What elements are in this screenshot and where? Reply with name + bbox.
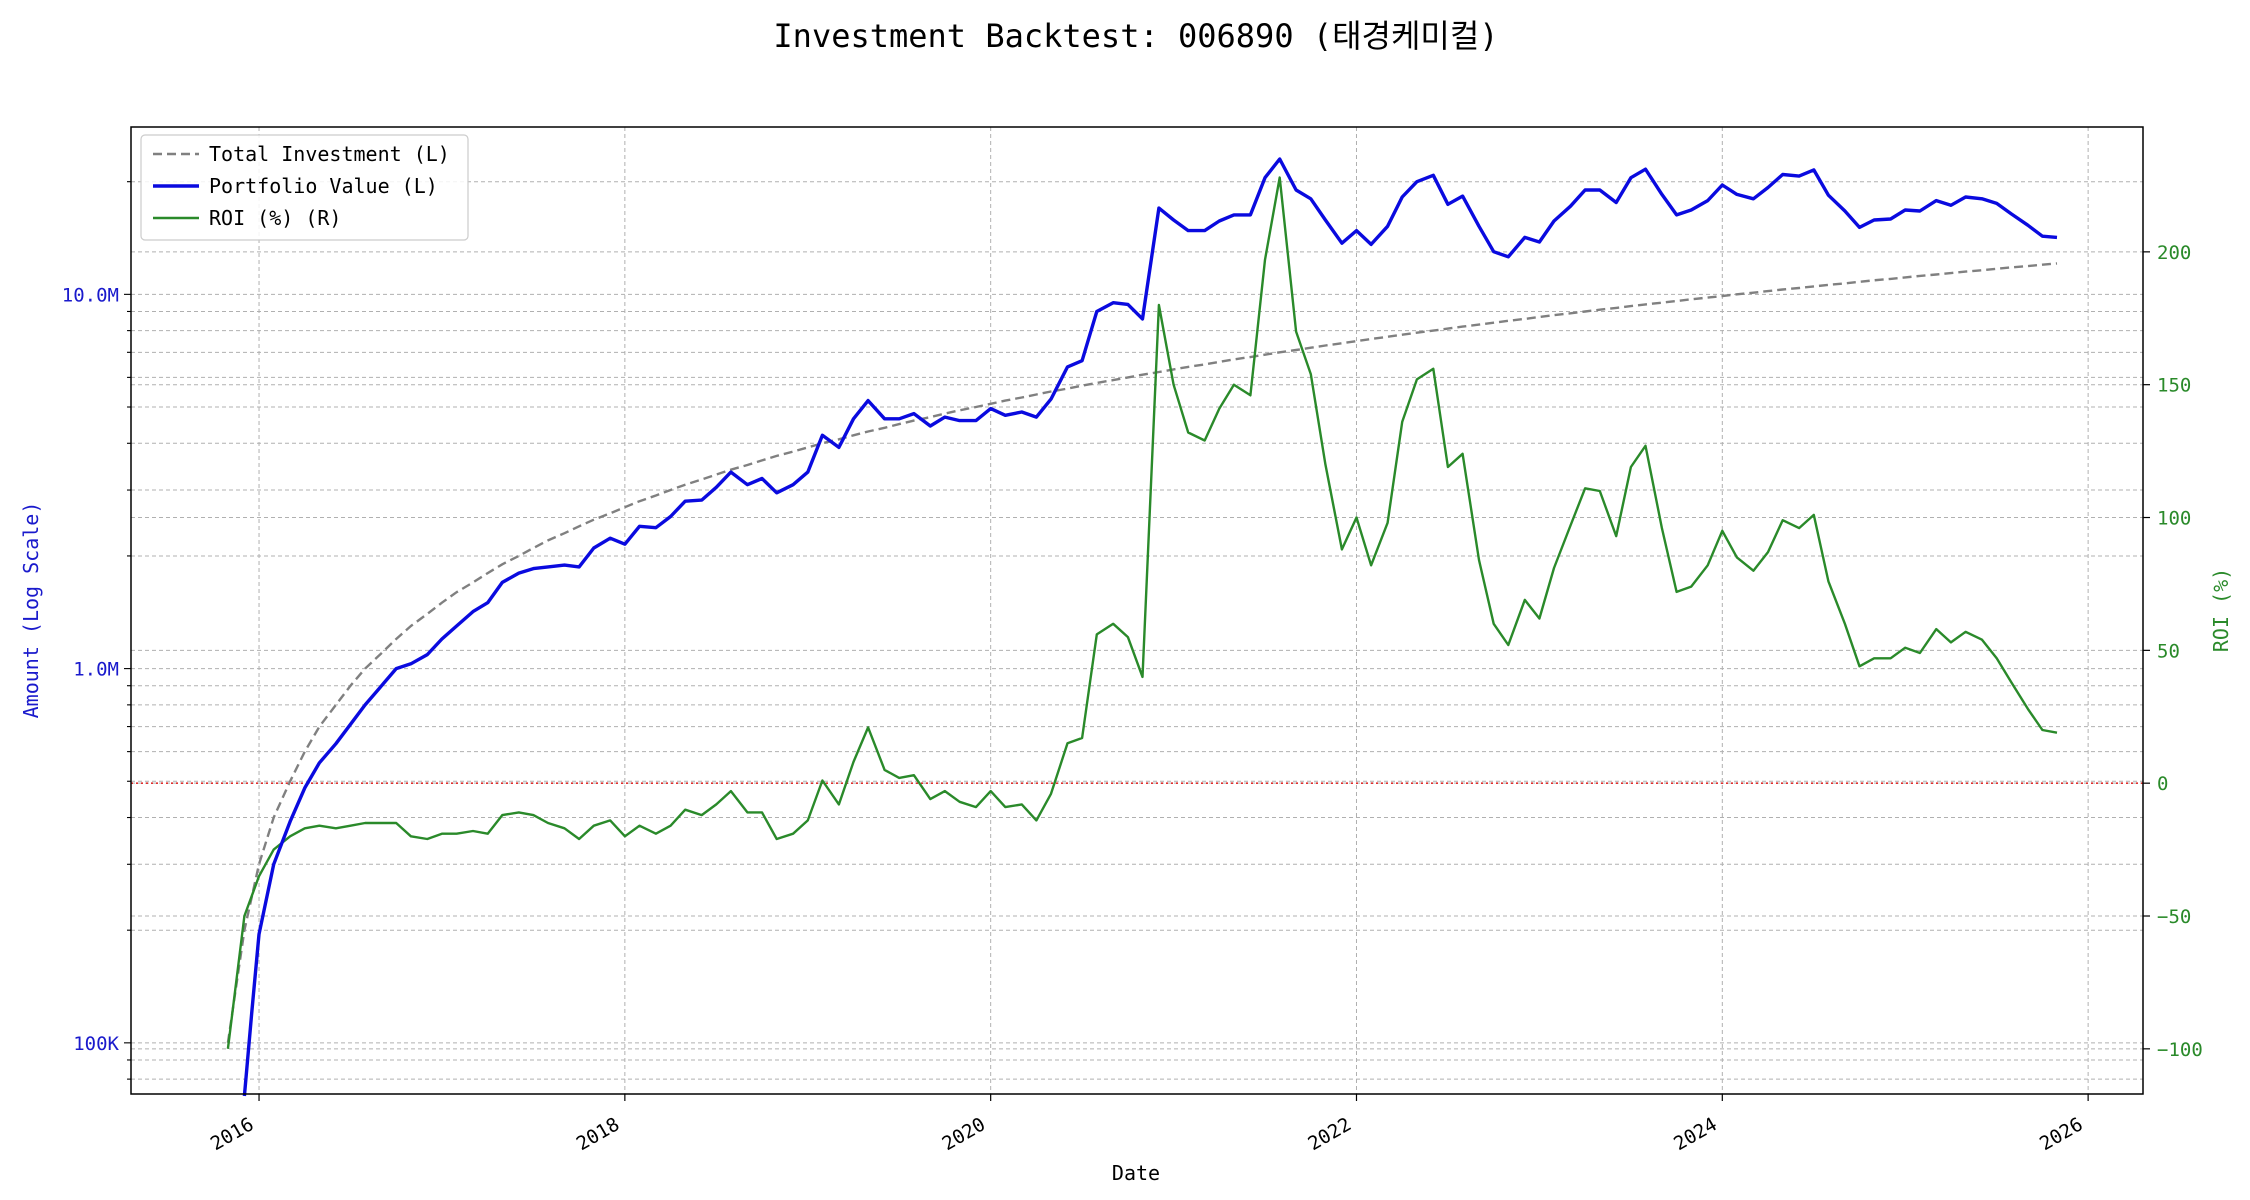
y-right-tick-label: −100 xyxy=(2157,1039,2203,1061)
y-right-tick-label: 150 xyxy=(2157,375,2191,397)
y-left-tick-label: 100K xyxy=(73,1033,119,1055)
y-right-axis-label: ROI (%) xyxy=(2209,568,2233,652)
portfolio-value-line xyxy=(242,157,2058,1097)
plot-frame xyxy=(130,126,2144,1095)
legend-label-portfolio-value: Portfolio Value (L) xyxy=(209,174,438,198)
y-right-tick-label: 50 xyxy=(2157,640,2180,662)
y-right-tick-label: 0 xyxy=(2157,773,2168,795)
series-layer xyxy=(226,157,2058,1097)
y-left-tick-label: 1.0M xyxy=(73,659,119,681)
legend-label-roi: ROI (%) (R) xyxy=(209,206,341,230)
chart-title: Investment Backtest: 006890 (태경케미컬) xyxy=(773,17,1498,55)
y-left-axis-label: Amount (Log Scale) xyxy=(19,502,43,719)
y-right-tick-label: −50 xyxy=(2157,906,2191,928)
y-left-axis-ticks: 100K 1.0M 10.0M xyxy=(62,181,131,1080)
legend: Total Investment (L) Portfolio Value (L)… xyxy=(140,134,469,241)
roi-line xyxy=(226,176,2058,1049)
y-left-tick-label: 10.0M xyxy=(62,284,119,306)
total-investment-line xyxy=(226,262,2058,1043)
y-right-tick-label: 100 xyxy=(2157,508,2191,530)
x-axis-label: Date xyxy=(1112,1161,1160,1185)
legend-box xyxy=(140,134,469,241)
y-right-axis-ticks: −100 −50 0 50 100 150 200 xyxy=(2143,242,2203,1061)
legend-label-total-investment: Total Investment (L) xyxy=(209,142,450,166)
y-right-tick-label: 200 xyxy=(2157,242,2191,264)
